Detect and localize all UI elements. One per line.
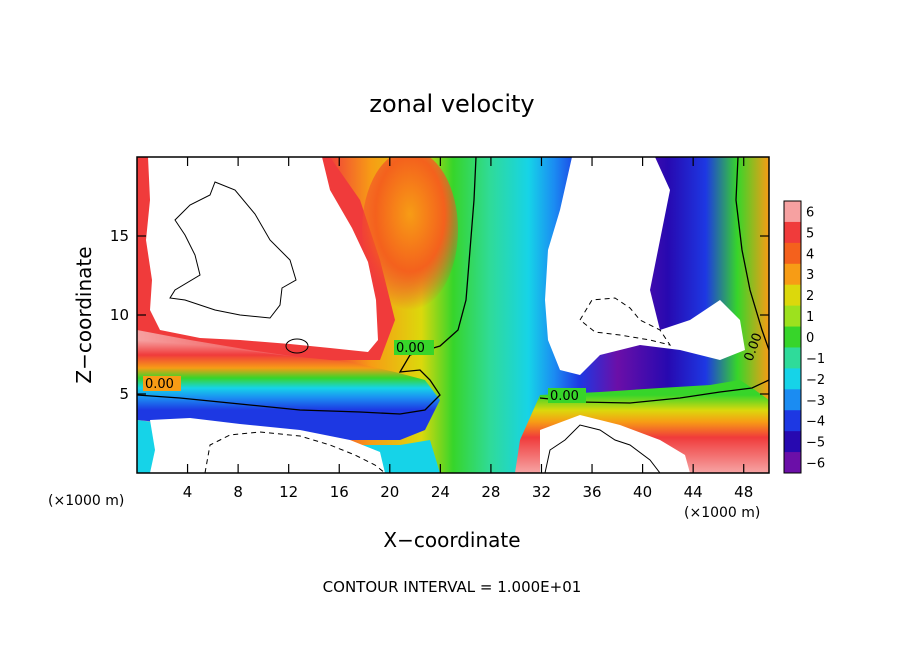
colorbar-label: 0 <box>806 331 814 346</box>
colorbar-swatch <box>784 347 801 369</box>
x-tick-label: 4 <box>183 483 193 501</box>
colorbar-swatch <box>784 410 801 432</box>
x-tick-label: 48 <box>734 483 753 501</box>
colorbar-swatch <box>784 284 801 307</box>
colorbar-label: −3 <box>806 394 825 409</box>
y-tick-label: 5 <box>119 385 129 403</box>
x-tick-label: 16 <box>330 483 349 501</box>
x-tick-label: 32 <box>532 483 551 501</box>
colorbar-swatch <box>784 368 801 390</box>
colorbar-swatch <box>784 242 801 265</box>
contour-label-right: 0.00 <box>550 389 579 404</box>
field-orange-core <box>362 157 458 310</box>
x-tick-label: 28 <box>481 483 500 501</box>
colorbar-swatch <box>784 452 801 474</box>
colorbar-frame <box>783 200 802 474</box>
contour-dashed-right <box>579 297 672 346</box>
x-tick-label: 24 <box>431 483 450 501</box>
x-tick-label: 8 <box>233 483 243 501</box>
field-band-lower-left <box>137 340 440 440</box>
x-axis-label: X−coordinate <box>383 528 520 552</box>
y-axis-label: Z−coordinate <box>72 246 96 383</box>
chart-title: zonal velocity <box>369 90 534 118</box>
field-white-lower-right <box>540 415 690 473</box>
y-tick-label: 15 <box>110 227 129 245</box>
colorbar-swatch <box>784 431 801 453</box>
contour-label-center: 0.00 <box>396 341 425 356</box>
x-tick-label: 40 <box>633 483 652 501</box>
contour-label-bg <box>548 388 586 403</box>
y-axis-ticks: 5 10 15 <box>110 227 769 403</box>
field-white-upper-left <box>146 157 378 352</box>
x-tick-label: 20 <box>380 483 399 501</box>
contour-zero-left <box>137 157 477 415</box>
colorbar-label: 6 <box>806 205 814 220</box>
contour-small-loop <box>285 338 309 354</box>
x-axis-ticks: 4 8 12 16 20 24 28 32 36 40 44 48 <box>183 157 753 501</box>
colorbar-swatch <box>784 389 801 411</box>
colorbar-swatch <box>784 305 801 328</box>
colorbar-swatch <box>784 326 801 348</box>
colorbar-label: −4 <box>806 415 825 430</box>
contour-label-bg <box>394 340 434 355</box>
colorbar-label: 4 <box>806 247 814 262</box>
colorbar-swatch <box>784 221 801 244</box>
contour-solid-lower-right <box>544 424 661 473</box>
colorbar-label: −2 <box>806 373 825 388</box>
contour-label-bg <box>143 376 181 391</box>
y-tick-label: 10 <box>110 306 129 324</box>
x-tick-label: 44 <box>684 483 703 501</box>
x-unit-left: (×1000 m) <box>48 493 124 509</box>
contour-dashed-lower-left <box>204 431 386 473</box>
colorbar-label: 2 <box>806 289 814 304</box>
contour-solid-upper-left <box>169 181 297 319</box>
x-unit-right: (×1000 m) <box>684 505 760 521</box>
colorbar: 6 5 4 3 2 1 0 −1 −2 −3 −4 −5 −6 <box>783 200 825 474</box>
colorbar-label: 1 <box>806 310 814 325</box>
heatmap-field <box>137 157 769 473</box>
colorbar-label: 3 <box>806 268 814 283</box>
contour-interval-note: CONTOUR INTERVAL = 1.000E+01 <box>323 578 582 596</box>
field-white-lower-left <box>150 418 385 473</box>
contour-zero-far-right <box>735 157 769 351</box>
colorbar-swatch <box>784 263 801 286</box>
colorbar-swatch <box>784 201 801 223</box>
colorbar-label: −6 <box>806 457 825 472</box>
x-tick-label: 36 <box>582 483 601 501</box>
colorbar-label: −1 <box>806 352 825 367</box>
colorbar-label: 5 <box>806 226 814 241</box>
x-tick-label: 12 <box>279 483 298 501</box>
field-white-upper-right <box>545 157 745 375</box>
colorbar-label: −5 <box>806 436 825 451</box>
contour-label-left: 0.00 <box>145 377 174 392</box>
